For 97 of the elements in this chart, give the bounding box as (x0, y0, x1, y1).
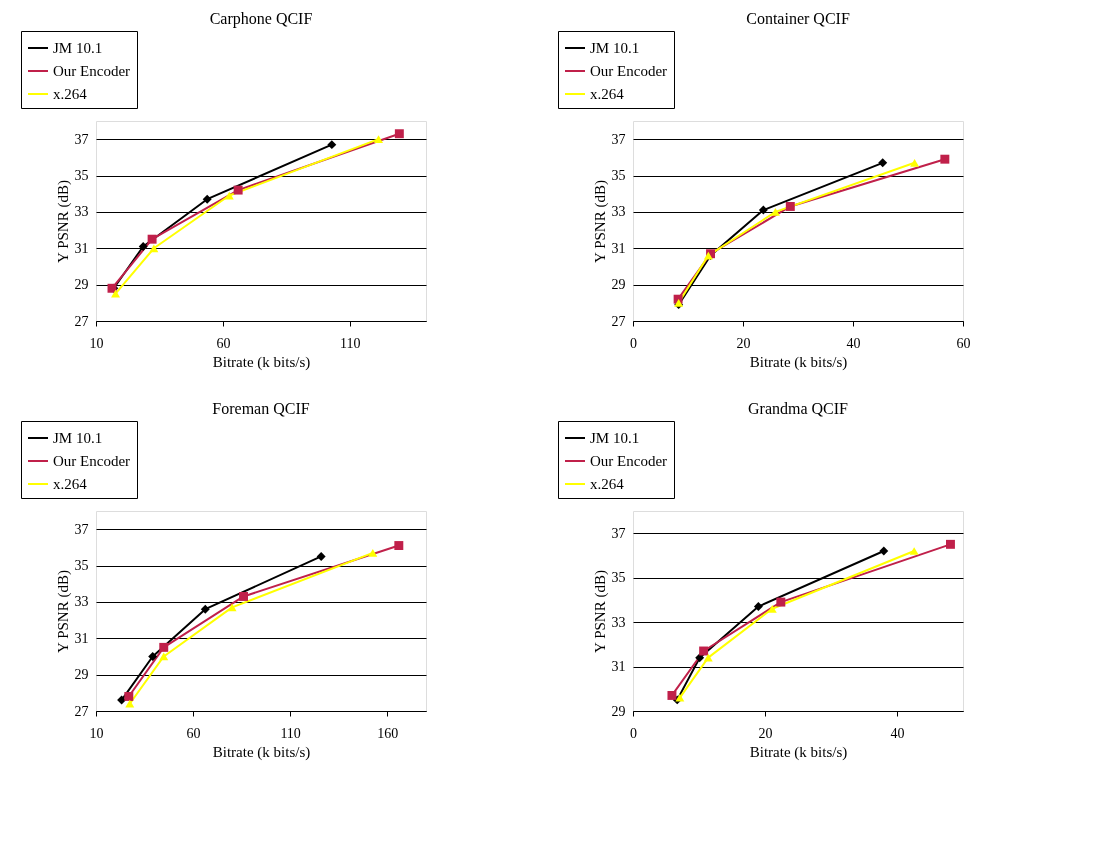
y-tick-label: 27 (611, 313, 626, 329)
point (148, 651, 158, 661)
point (239, 591, 248, 601)
point (147, 234, 157, 244)
y-tick-label: 31 (611, 240, 626, 256)
legend-label: JM 10.1 (53, 40, 103, 56)
point (394, 541, 404, 551)
x-tick-label: 60 (216, 335, 231, 351)
point (770, 208, 780, 216)
point (753, 602, 763, 612)
x-tick-label: 20 (736, 335, 751, 351)
y-tick-label: 33 (74, 204, 89, 220)
point (327, 140, 337, 150)
point (785, 201, 795, 211)
x-tick-label: 0 (630, 335, 637, 351)
point (767, 604, 777, 613)
y-tick-label: 29 (74, 277, 89, 293)
x-tick-label: 160 (377, 725, 399, 741)
chart-title: Carphone QCIF (209, 9, 313, 28)
point (910, 158, 920, 167)
y-tick-label: 37 (611, 131, 626, 147)
y-axis-title: Y PSNR (dB) (54, 180, 72, 263)
x-axis-title: Bitrate (k bits/s) (749, 353, 848, 371)
y-axis-title: Y PSNR (dB) (54, 570, 72, 653)
x-axis-title: Bitrate (k bits/s) (749, 743, 848, 761)
y-tick-label: 35 (74, 168, 89, 184)
x-tick-label: 20 (758, 725, 773, 741)
x-tick-label: 40 (890, 725, 905, 741)
point (909, 547, 919, 555)
point (945, 539, 955, 549)
point (878, 158, 888, 168)
chart-title: Container QCIF (746, 9, 850, 27)
y-tick-label: 29 (74, 667, 89, 683)
y-axis-title: Y PSNR (dB) (591, 570, 609, 653)
point (667, 690, 677, 700)
legend-label: JM 10.1 (590, 430, 640, 446)
y-tick-label: 37 (74, 131, 89, 147)
point (124, 691, 134, 701)
x-tick-label: 60 (186, 725, 201, 741)
chart-title: Grandma QCIF (748, 399, 849, 417)
point (758, 205, 768, 215)
legend-label: JM 10.1 (53, 430, 103, 446)
point (695, 653, 705, 663)
y-tick-label: 33 (611, 204, 626, 220)
x-tick-label: 40 (846, 335, 861, 351)
y-tick-label: 35 (611, 168, 626, 184)
point (316, 551, 326, 561)
point (394, 129, 404, 139)
point (111, 289, 121, 298)
y-tick-label: 37 (74, 521, 89, 537)
y-tick-label: 35 (74, 558, 89, 574)
y-tick-label: 33 (74, 594, 89, 610)
point (879, 546, 889, 556)
point (125, 699, 135, 708)
x-tick-label: 0 (630, 725, 637, 741)
point (776, 597, 786, 607)
y-axis-title: Y PSNR (dB) (591, 180, 609, 263)
point (138, 241, 148, 251)
y-tick-label: 27 (74, 313, 89, 329)
x-tick-label: 60 (956, 335, 971, 351)
x-tick-label: 110 (340, 335, 361, 351)
point (368, 548, 378, 557)
y-tick-label: 37 (611, 525, 626, 541)
point (233, 185, 243, 195)
y-tick-label: 29 (611, 703, 626, 719)
x-tick-label: 110 (280, 725, 301, 741)
legend-label: Our Encoder (590, 453, 668, 469)
y-tick-label: 35 (611, 570, 626, 586)
legend-label: x.264 (590, 476, 625, 492)
y-tick-label: 33 (611, 614, 626, 630)
point (202, 194, 212, 204)
y-tick-label: 31 (74, 240, 89, 256)
y-tick-label: 29 (611, 277, 626, 293)
legend-label: Our Encoder (590, 63, 668, 79)
legend-label: x.264 (53, 86, 88, 102)
y-tick-label: 31 (611, 659, 626, 675)
point (200, 604, 210, 614)
x-axis-title: Bitrate (k bits/s) (212, 353, 311, 371)
y-tick-label: 27 (74, 703, 89, 719)
point (374, 135, 383, 144)
chart-title: Foreman QCIF (212, 399, 310, 417)
point (940, 154, 950, 164)
point (149, 244, 159, 253)
x-tick-label: 10 (89, 335, 104, 351)
legend-label: JM 10.1 (590, 40, 640, 56)
x-tick-label: 10 (89, 725, 104, 741)
point (703, 653, 713, 662)
point (159, 652, 169, 661)
x-axis-title: Bitrate (k bits/s) (212, 743, 311, 761)
legend-label: Our Encoder (53, 63, 131, 79)
legend-label: x.264 (590, 86, 625, 102)
point (227, 603, 237, 612)
y-tick-label: 31 (74, 630, 89, 646)
point (699, 646, 709, 656)
legend-label: Our Encoder (53, 453, 131, 469)
legend-label: x.264 (53, 476, 88, 492)
point (159, 642, 169, 652)
